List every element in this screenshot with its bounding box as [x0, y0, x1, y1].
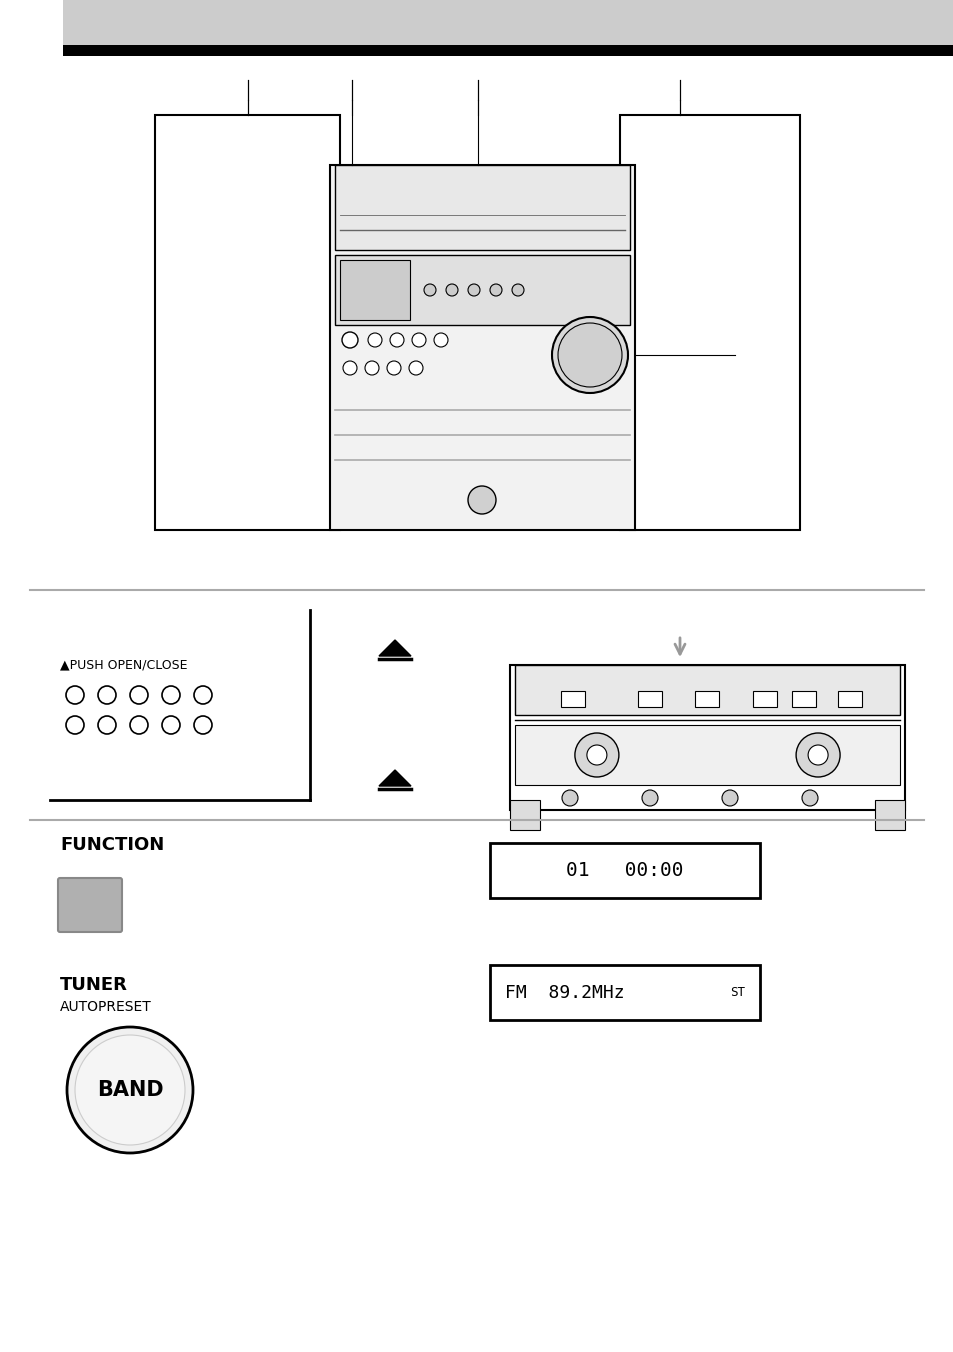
- Circle shape: [66, 717, 84, 734]
- Circle shape: [368, 333, 381, 347]
- Circle shape: [552, 316, 627, 393]
- Bar: [619, 115, 800, 530]
- Circle shape: [66, 685, 84, 704]
- Text: FM  89.2MHz: FM 89.2MHz: [504, 983, 624, 1002]
- Bar: [335, 165, 629, 250]
- Bar: [837, 691, 862, 707]
- Circle shape: [98, 717, 116, 734]
- Polygon shape: [378, 639, 411, 656]
- Text: ▲PUSH OPEN/CLOSE: ▲PUSH OPEN/CLOSE: [60, 658, 188, 672]
- Circle shape: [641, 790, 658, 806]
- Circle shape: [75, 1036, 185, 1145]
- Bar: [753, 691, 777, 707]
- Bar: [330, 165, 635, 530]
- Circle shape: [721, 790, 738, 806]
- Circle shape: [130, 717, 148, 734]
- Circle shape: [365, 361, 378, 375]
- Circle shape: [423, 284, 436, 296]
- Text: FUNCTION: FUNCTION: [60, 836, 164, 854]
- Circle shape: [558, 323, 621, 387]
- Circle shape: [67, 1028, 193, 1153]
- Bar: [510, 800, 539, 830]
- Text: TUNER: TUNER: [60, 976, 128, 994]
- Circle shape: [412, 333, 426, 347]
- Text: 01   00:00: 01 00:00: [566, 861, 683, 880]
- Circle shape: [586, 745, 606, 765]
- Circle shape: [162, 685, 180, 704]
- Bar: [510, 665, 904, 810]
- Circle shape: [434, 333, 448, 347]
- Circle shape: [162, 717, 180, 734]
- Bar: [339, 260, 410, 320]
- Circle shape: [801, 790, 817, 806]
- Text: ST: ST: [729, 986, 744, 999]
- Bar: [490, 844, 760, 898]
- Circle shape: [98, 685, 116, 704]
- Bar: [638, 691, 661, 707]
- Bar: [695, 691, 719, 707]
- Circle shape: [795, 733, 840, 777]
- Bar: [154, 115, 339, 530]
- Circle shape: [130, 685, 148, 704]
- Polygon shape: [378, 771, 411, 786]
- Text: AUTOPRESET: AUTOPRESET: [60, 1000, 152, 1014]
- Bar: [490, 965, 760, 1019]
- Circle shape: [490, 284, 501, 296]
- Circle shape: [387, 361, 400, 375]
- Circle shape: [468, 284, 479, 296]
- Text: BAND: BAND: [96, 1080, 163, 1101]
- Bar: [515, 725, 899, 786]
- Circle shape: [512, 284, 523, 296]
- Bar: [335, 256, 629, 324]
- Circle shape: [446, 284, 457, 296]
- Bar: [63, 0, 953, 45]
- Bar: [791, 691, 815, 707]
- Bar: [63, 45, 953, 55]
- Circle shape: [561, 790, 578, 806]
- FancyBboxPatch shape: [58, 877, 122, 932]
- Circle shape: [409, 361, 422, 375]
- Circle shape: [193, 685, 212, 704]
- Circle shape: [575, 733, 618, 777]
- Circle shape: [193, 717, 212, 734]
- Bar: [560, 691, 584, 707]
- Bar: [515, 665, 899, 715]
- Bar: [874, 800, 904, 830]
- Circle shape: [341, 333, 357, 347]
- Circle shape: [390, 333, 403, 347]
- Circle shape: [468, 485, 496, 514]
- Circle shape: [343, 361, 356, 375]
- Circle shape: [807, 745, 827, 765]
